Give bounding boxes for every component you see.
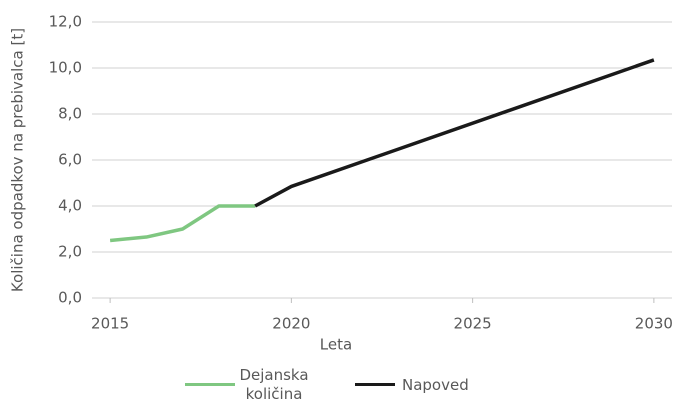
legend-swatch [355, 383, 395, 386]
data-line [109, 204, 256, 243]
y-tick-label: 4,0 [58, 197, 82, 215]
x-tick-label: 2020 [272, 315, 310, 333]
y-tick-label: 6,0 [58, 151, 82, 169]
x-tick-label: 2025 [454, 315, 492, 333]
data-line [254, 58, 655, 208]
x-tick-label: 2030 [635, 315, 673, 333]
legend-swatch [185, 383, 235, 386]
legend-label: Napoved [402, 376, 469, 394]
y-tick-label: 10,0 [49, 59, 82, 77]
x-tick-label: 2015 [91, 315, 129, 333]
y-tick-label: 0,0 [58, 289, 82, 307]
y-tick-label: 8,0 [58, 105, 82, 123]
x-axis-label: Leta [320, 336, 352, 354]
chart: Količina odpadkov na prebivalca [t] Leta… [9, 13, 673, 354]
legend-label: Dejanska količina [239, 366, 309, 403]
y-tick-label: 12,0 [49, 13, 82, 31]
y-axis-label: Količina odpadkov na prebivalca [t] [9, 28, 27, 292]
y-tick-label: 2,0 [58, 243, 82, 261]
